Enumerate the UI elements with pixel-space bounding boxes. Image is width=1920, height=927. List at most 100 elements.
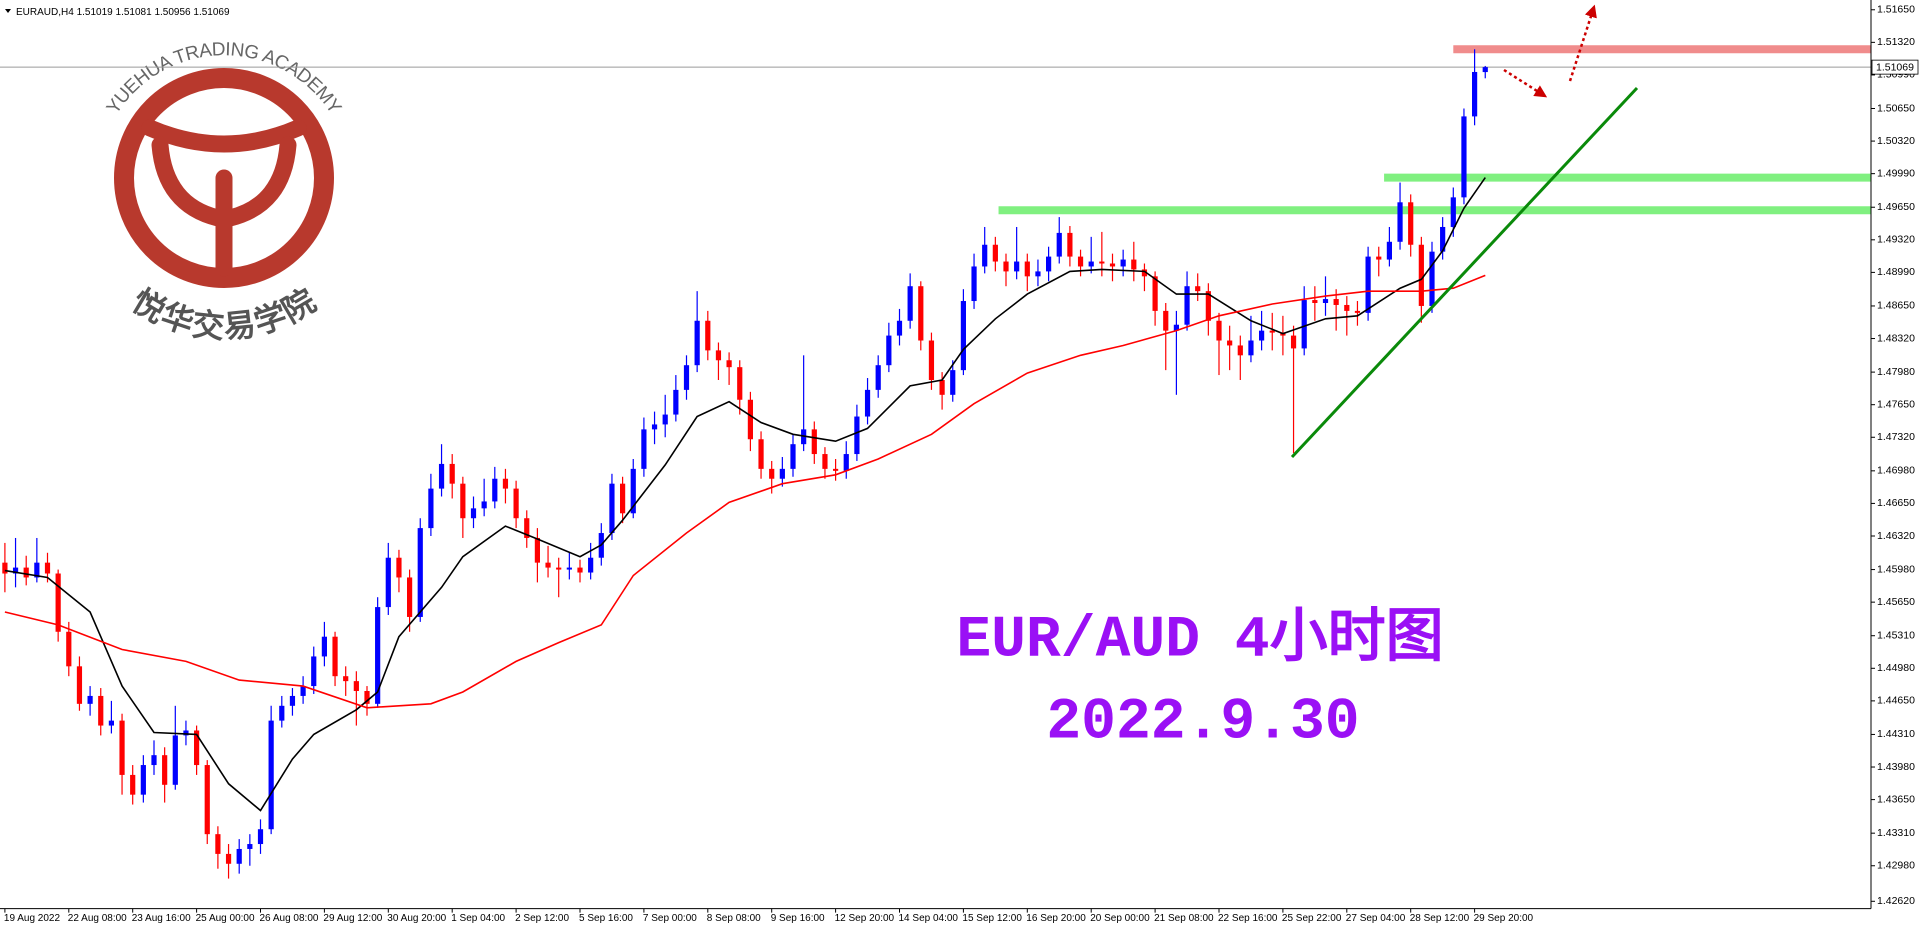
header: EURAUD,H4 1.51019 1.51081 1.50956 1.5106… (16, 7, 230, 18)
candle-body (481, 501, 487, 509)
y-tick-label: 1.47650 (1877, 398, 1915, 410)
candle-body (311, 656, 317, 687)
candle-body (971, 266, 977, 302)
y-tick-label: 1.44310 (1877, 728, 1915, 740)
candle-body (1344, 304, 1350, 311)
candle-body (726, 360, 732, 368)
candle-body (130, 774, 136, 795)
candle-body (204, 765, 210, 835)
high-price: 1.51081 (116, 7, 153, 18)
candle-body (907, 286, 913, 321)
y-tick-label: 1.47980 (1877, 366, 1915, 378)
candle-body (1163, 310, 1169, 331)
candle-body (225, 853, 232, 864)
y-tick-label: 1.46650 (1877, 497, 1915, 509)
y-tick-label: 1.50320 (1877, 135, 1915, 147)
x-tick-label: 7 Sep 00:00 (643, 913, 697, 924)
candle-body (194, 730, 200, 766)
candle-body (673, 389, 679, 415)
x-tick-label: 29 Aug 12:00 (323, 913, 382, 924)
logo-name: 悦华交易学院 (126, 283, 322, 346)
y-tick-label: 1.46320 (1877, 530, 1915, 542)
candle-body (257, 829, 264, 845)
candle-body (545, 562, 551, 568)
candle-body (854, 416, 860, 455)
y-tick-label: 1.44980 (1877, 662, 1915, 674)
candle-body (864, 389, 871, 417)
y-tick-label: 1.42620 (1877, 895, 1915, 907)
candle-body (34, 562, 40, 578)
plot-area (0, 45, 1871, 879)
candle-body (162, 755, 168, 785)
candle-body (1418, 244, 1424, 306)
candle-body (108, 720, 114, 726)
candle-body (1173, 324, 1179, 331)
y-tick-label: 1.43980 (1877, 761, 1915, 773)
candle-body (651, 424, 658, 430)
candle-body (875, 365, 881, 390)
candle-body (1482, 67, 1488, 73)
moving-average (4, 177, 1486, 812)
logo-emblem (141, 119, 307, 277)
x-tick-label: 26 Aug 08:00 (260, 913, 319, 924)
candle-body (1397, 202, 1403, 242)
y-tick-label: 1.45310 (1877, 629, 1915, 641)
menu-triangle[interactable] (5, 9, 11, 13)
x-tick-label: 23 Aug 16:00 (132, 913, 191, 924)
candle-body (737, 367, 743, 400)
y-tick-label: 1.45650 (1877, 596, 1915, 608)
candle-body (524, 518, 530, 538)
axis-panel (1871, 0, 1920, 927)
candle-body (119, 720, 125, 775)
candle-body (300, 686, 306, 696)
candle-body (1056, 232, 1062, 257)
candle-body (896, 320, 903, 336)
candle-body (1440, 226, 1446, 252)
candle-body (1152, 276, 1158, 311)
candle-body (1099, 261, 1105, 264)
candle-body (1450, 197, 1456, 227)
x-tick-label: 22 Aug 08:00 (68, 913, 127, 924)
chart-subtitle: 2022.9.30 (1046, 690, 1359, 755)
candle-body (705, 320, 711, 351)
candle-body (992, 244, 998, 262)
candle-body (1259, 330, 1265, 341)
candle-body (1003, 261, 1009, 272)
y-tick-label: 1.49320 (1877, 234, 1915, 246)
candle-body (747, 399, 753, 440)
candle-body (641, 429, 647, 469)
candle-body (215, 834, 221, 854)
logo-ring (114, 68, 334, 288)
y-tick-label: 1.49990 (1877, 167, 1915, 179)
y-tick-label: 1.48650 (1877, 300, 1915, 312)
candle-body (396, 557, 402, 578)
candle-body (98, 695, 104, 726)
candle-body (353, 681, 359, 692)
candle-body (1216, 320, 1222, 341)
x-tick-label: 16 Sep 20:00 (1026, 913, 1086, 924)
candle-body (577, 567, 583, 573)
candle-body (1131, 259, 1137, 270)
x-tick-label: 20 Sep 00:00 (1090, 913, 1150, 924)
candle-body (1248, 340, 1254, 356)
candle-body (1205, 291, 1211, 321)
candle-body (492, 478, 498, 502)
close-price: 1.51069 (193, 7, 230, 18)
candle-body (1472, 71, 1478, 117)
candle-body (55, 573, 61, 632)
candle-body (790, 444, 796, 469)
candle-body (470, 508, 477, 519)
x-tick-label: 14 Sep 04:00 (899, 913, 959, 924)
candle-body (140, 765, 146, 795)
candle-body (534, 537, 540, 563)
candle-body (662, 414, 668, 425)
current-price-label: 1.51069 (1876, 61, 1914, 73)
candle-body (460, 483, 466, 519)
candle-body (620, 483, 626, 514)
candle-body (1227, 340, 1233, 346)
symbol: EURAUD,H4 (16, 7, 74, 18)
x-tick-label: 2 Sep 12:00 (515, 913, 569, 924)
candle-body (822, 454, 828, 469)
low-price: 1.50956 (154, 7, 191, 18)
